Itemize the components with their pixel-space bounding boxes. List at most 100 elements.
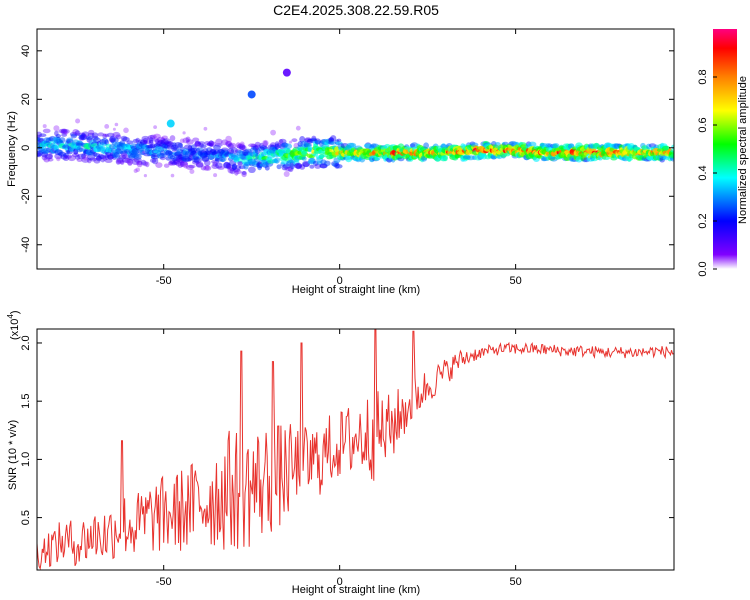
heatmap-cell (75, 118, 81, 124)
heatmap-cell (55, 134, 61, 138)
heatmap-cell (43, 156, 50, 163)
heatmap-cell (225, 135, 232, 143)
heatmap-cell (202, 152, 209, 158)
heatmap-cell (227, 167, 234, 174)
heatmap-cell (180, 161, 188, 166)
heatmap-cell (335, 164, 343, 169)
heatmap-cell (62, 129, 70, 134)
heatmap-cell (302, 161, 310, 168)
heatmap-cell (646, 143, 652, 149)
heatmap-cell (76, 158, 83, 162)
heatmap-cell (332, 162, 338, 168)
heatmap-cell (53, 145, 60, 152)
spectrogram-ylabel: Frequency (Hz) (6, 111, 18, 187)
heatmap-cell (234, 169, 239, 176)
heatmap-cell (309, 164, 315, 169)
snr-ytick-label: 1.5 (20, 394, 32, 409)
heatmap-cell (227, 148, 235, 155)
heatmap-cell (190, 144, 197, 150)
spectrogram-frame (36, 28, 675, 270)
snr-ytick-label: 0.5 (20, 510, 32, 525)
heatmap-cell (155, 162, 163, 169)
heatmap-cell (104, 139, 109, 146)
heatmap-cell (213, 144, 221, 150)
heatmap-cell (285, 143, 292, 149)
heatmap-cell (155, 141, 163, 147)
heatmap-cell (301, 150, 307, 157)
heatmap-cell (213, 173, 218, 178)
heatmap-cell (86, 157, 92, 164)
heatmap-cell (160, 156, 166, 161)
heatmap-cell (172, 158, 180, 165)
spectrogram-panel: -50 0 50 -40 -20 0 20 40 Height of straight lin… (6, 28, 675, 296)
heatmap-cell (179, 160, 185, 167)
snr-xtick-label: -50 (156, 576, 172, 588)
heatmap-cell (162, 138, 171, 145)
heatmap-cell (163, 163, 170, 168)
heatmap-cell (195, 162, 204, 168)
heatmap-cell (192, 154, 200, 161)
heatmap-cell (72, 152, 80, 158)
heatmap-cell (209, 149, 217, 155)
heatmap-cell (287, 165, 294, 173)
heatmap-cell (58, 128, 66, 134)
heatmap-cell (96, 155, 102, 162)
snr-xtick-label: 0 (337, 576, 343, 588)
heatmap-cell (202, 148, 209, 153)
heatmap-cell (209, 143, 214, 148)
heatmap-cell (212, 161, 218, 167)
heatmap-cell (114, 137, 119, 143)
heatmap-cell (208, 140, 215, 147)
heatmap-cell (177, 143, 184, 148)
heatmap-cell (217, 166, 225, 170)
heatmap-cell (126, 158, 134, 165)
figure-title: C2E4.2025.308.22.59.R05 (273, 2, 439, 18)
heatmap-cell (234, 170, 242, 174)
heatmap-cell (228, 149, 233, 154)
heatmap-cell (153, 138, 161, 143)
heatmap-cell (669, 153, 674, 159)
colorbar-scale (713, 29, 737, 269)
heatmap-cell (290, 163, 295, 170)
heatmap-cell (145, 144, 154, 149)
heatmap-cell (185, 136, 191, 143)
heatmap-cell (208, 140, 214, 147)
heatmap-cell (209, 148, 217, 153)
heatmap-cell (171, 146, 178, 152)
heatmap-cell (85, 135, 93, 141)
heatmap-spot (282, 68, 291, 77)
heatmap-cell (132, 138, 139, 144)
heatmap-cell (284, 166, 293, 172)
heatmap-cell (194, 141, 202, 148)
heatmap-cell (74, 154, 81, 160)
heatmap-cell (141, 150, 146, 154)
heatmap-cell (197, 141, 206, 145)
heatmap-cell (114, 122, 119, 127)
heatmap-cell (149, 134, 157, 140)
heatmap-cell (81, 153, 86, 159)
heatmap-cell (66, 137, 74, 142)
heatmap-cell (173, 159, 179, 164)
heatmap-cell (167, 141, 174, 148)
heatmap-cell (237, 143, 243, 149)
heatmap-cell (57, 149, 64, 156)
heatmap-cell (44, 153, 53, 160)
heatmap-cell (93, 157, 101, 164)
heatmap-cell (171, 161, 178, 166)
heatmap-cell (48, 153, 53, 160)
heatmap-cell (248, 143, 256, 148)
heatmap-cell (60, 154, 68, 160)
heatmap-cell (104, 158, 113, 163)
heatmap-cell (64, 131, 68, 135)
spectrogram-xlabel: Height of straight line (km) (292, 284, 420, 296)
heatmap-cell (294, 163, 303, 169)
snr-multiplier-close: ) (9, 310, 21, 314)
heatmap-cell (212, 150, 218, 155)
heatmap-cell (192, 137, 200, 142)
heatmap-cell (168, 161, 177, 166)
heatmap-cell (186, 139, 194, 145)
heatmap-cell (141, 135, 150, 141)
heatmap-cell (103, 133, 107, 137)
heatmap-cell (179, 138, 185, 144)
heatmap-cell (154, 138, 160, 145)
